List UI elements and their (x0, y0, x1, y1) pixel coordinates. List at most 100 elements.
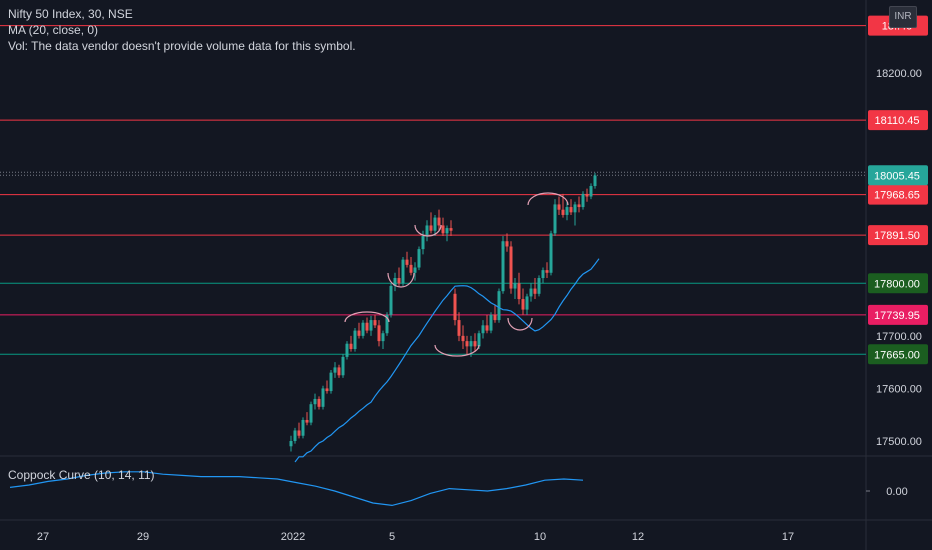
candle-body[interactable] (513, 283, 517, 289)
candle-body[interactable] (441, 225, 445, 234)
pattern-arc-drawing[interactable] (507, 317, 533, 331)
time-axis-tick-label[interactable]: 12 (632, 531, 644, 543)
candle-body[interactable] (313, 398, 317, 405)
candle-body[interactable] (297, 430, 301, 436)
price-level-label-bg[interactable] (868, 110, 928, 131)
price-level-label[interactable]: 17800.00 (874, 278, 920, 290)
candle-body[interactable] (437, 217, 441, 226)
candle-body[interactable] (345, 343, 349, 357)
candle-body[interactable] (325, 388, 329, 392)
candle-body[interactable] (373, 320, 377, 326)
price-level-label[interactable]: 17891.50 (874, 230, 920, 242)
time-axis-tick-label[interactable]: 17 (782, 531, 794, 543)
candle-body[interactable] (589, 186, 593, 197)
last-price-label[interactable]: 18005.45 (874, 170, 920, 182)
candle-body[interactable] (481, 325, 485, 334)
candle-body[interactable] (497, 291, 501, 321)
price-axis-tick-label[interactable]: 17700.00 (876, 331, 922, 343)
candle-body[interactable] (521, 299, 525, 310)
candle-body[interactable] (421, 235, 425, 250)
price-level-label-bg[interactable] (868, 304, 928, 325)
candle-body[interactable] (493, 314, 497, 321)
candle-body[interactable] (533, 288, 537, 294)
candle-body[interactable] (489, 314, 493, 331)
candle-body[interactable] (517, 283, 521, 300)
price-axis-tick-label[interactable]: 17500.00 (876, 436, 922, 448)
candle-body[interactable] (405, 259, 409, 265)
price-level-label[interactable]: 17739.95 (874, 310, 920, 322)
candle-body[interactable] (433, 217, 437, 231)
candle-body[interactable] (537, 278, 541, 294)
candle-body[interactable] (545, 270, 549, 273)
pattern-arc-drawing[interactable] (414, 224, 442, 237)
pattern-arc-drawing[interactable] (527, 192, 569, 206)
candle-body[interactable] (457, 320, 461, 336)
candle-body[interactable] (429, 225, 433, 231)
candle-body[interactable] (581, 193, 585, 208)
candle-body[interactable] (393, 278, 397, 286)
candle-body[interactable] (397, 278, 401, 284)
candle-body[interactable] (321, 388, 325, 407)
candle-body[interactable] (341, 356, 345, 376)
pattern-arc-drawing[interactable] (344, 311, 390, 323)
candle-body[interactable] (525, 296, 529, 310)
candle-body[interactable] (509, 246, 513, 289)
candle-body[interactable] (401, 259, 405, 284)
candle-body[interactable] (293, 430, 297, 441)
candle-body[interactable] (305, 419, 309, 423)
price-level-label-bg[interactable] (868, 273, 928, 294)
candle-body[interactable] (573, 204, 577, 213)
candle-body[interactable] (317, 398, 321, 407)
candle-body[interactable] (593, 175, 597, 187)
candle-body[interactable] (541, 270, 545, 279)
candle-body[interactable] (445, 228, 449, 234)
candle-body[interactable] (553, 204, 557, 234)
moving-average-line[interactable] (294, 258, 600, 463)
currency-badge[interactable]: INR (889, 6, 917, 28)
coppock-curve-line[interactable] (9, 471, 584, 507)
price-level-label[interactable]: 17968.65 (874, 190, 920, 202)
coppock-legend[interactable]: Coppock Curve (10, 14, 11) (8, 468, 155, 482)
candle-body[interactable] (389, 285, 393, 315)
candle-body[interactable] (365, 322, 369, 331)
candle-body[interactable] (453, 293, 457, 321)
candle-body[interactable] (357, 330, 361, 336)
candle-body[interactable] (557, 204, 561, 210)
candle-body[interactable] (377, 325, 381, 342)
candle-body[interactable] (409, 264, 413, 273)
price-axis-tick-label[interactable]: 18200.00 (876, 68, 922, 80)
ma-indicator-label[interactable]: MA (20, close, 0) (8, 23, 99, 37)
candle-body[interactable] (449, 228, 453, 231)
last-price-label-bg[interactable] (868, 165, 928, 186)
candle-body[interactable] (337, 367, 341, 376)
candle-body[interactable] (549, 233, 553, 273)
candle-body[interactable] (425, 225, 429, 236)
indicator-axis-label[interactable]: 0.00 (886, 486, 907, 498)
price-level-label-bg[interactable] (868, 225, 928, 246)
pattern-arc-drawing[interactable] (434, 344, 480, 357)
candle-body[interactable] (301, 419, 305, 436)
price-level-label-bg[interactable] (868, 184, 928, 205)
price-level-label[interactable]: 18110.45 (874, 115, 919, 127)
candle-body[interactable] (565, 207, 569, 215)
candle-body[interactable] (461, 335, 465, 342)
candle-body[interactable] (333, 367, 337, 373)
candle-body[interactable] (353, 330, 357, 349)
time-axis-tick-label[interactable]: 5 (389, 531, 395, 543)
time-axis-tick-label[interactable]: 2022 (281, 531, 305, 543)
candle-body[interactable] (385, 314, 389, 334)
candle-body[interactable] (473, 341, 477, 347)
candle-body[interactable] (349, 343, 353, 349)
candle-body[interactable] (361, 322, 365, 336)
candle-body[interactable] (529, 288, 533, 297)
time-axis-tick-label[interactable]: 10 (534, 531, 546, 543)
time-axis-tick-label[interactable]: 29 (137, 531, 149, 543)
candle-body[interactable] (369, 320, 373, 331)
candle-body[interactable] (329, 372, 333, 392)
candle-body[interactable] (585, 193, 589, 197)
volume-indicator-label[interactable]: Vol: The data vendor doesn't provide vol… (8, 39, 356, 53)
candle-body[interactable] (413, 267, 417, 273)
candle-body[interactable] (417, 249, 421, 268)
